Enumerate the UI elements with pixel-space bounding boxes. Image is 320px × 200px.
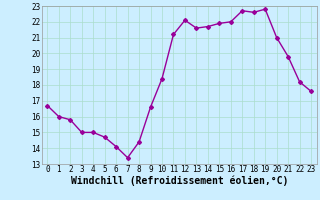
X-axis label: Windchill (Refroidissement éolien,°C): Windchill (Refroidissement éolien,°C): [70, 176, 288, 186]
